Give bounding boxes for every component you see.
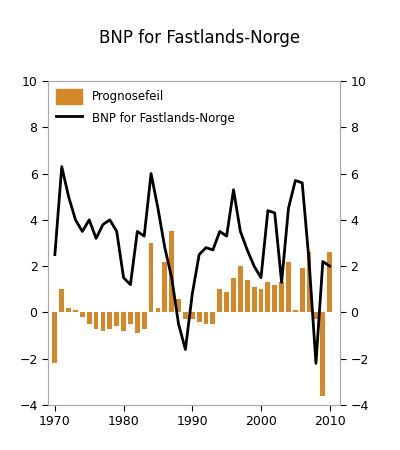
Bar (307, 252, 312, 312)
Bar (73, 310, 78, 312)
Bar (204, 312, 208, 324)
Bar (108, 312, 112, 328)
Bar (162, 261, 167, 312)
Bar (245, 280, 250, 312)
Bar (320, 312, 325, 396)
Bar (100, 312, 105, 331)
Text: BNP for Fastlands-Norge: BNP for Fastlands-Norge (100, 29, 300, 47)
Bar (114, 312, 119, 326)
Bar (169, 231, 174, 312)
Bar (128, 312, 133, 324)
Bar (190, 312, 195, 319)
Bar (258, 289, 263, 312)
Bar (197, 312, 202, 322)
Bar (149, 243, 154, 312)
Bar (224, 292, 229, 312)
Bar (210, 312, 215, 324)
Bar (142, 312, 146, 328)
Bar (238, 266, 243, 312)
Bar (156, 308, 160, 312)
Bar (266, 282, 270, 312)
Bar (327, 252, 332, 312)
Bar (66, 308, 71, 312)
Bar (231, 278, 236, 312)
Bar (217, 289, 222, 312)
Bar (94, 312, 98, 328)
Bar (300, 269, 305, 312)
Bar (279, 282, 284, 312)
Bar (272, 285, 277, 312)
Legend: Prognosefeil, BNP for Fastlands-Norge: Prognosefeil, BNP for Fastlands-Norge (52, 85, 239, 130)
Bar (183, 312, 188, 319)
Bar (59, 289, 64, 312)
Bar (286, 261, 291, 312)
Bar (293, 310, 298, 312)
Bar (121, 312, 126, 331)
Bar (87, 312, 92, 324)
Bar (135, 312, 140, 333)
Bar (252, 287, 256, 312)
Bar (176, 298, 181, 312)
Bar (80, 312, 85, 317)
Bar (314, 312, 318, 319)
Bar (52, 312, 57, 363)
